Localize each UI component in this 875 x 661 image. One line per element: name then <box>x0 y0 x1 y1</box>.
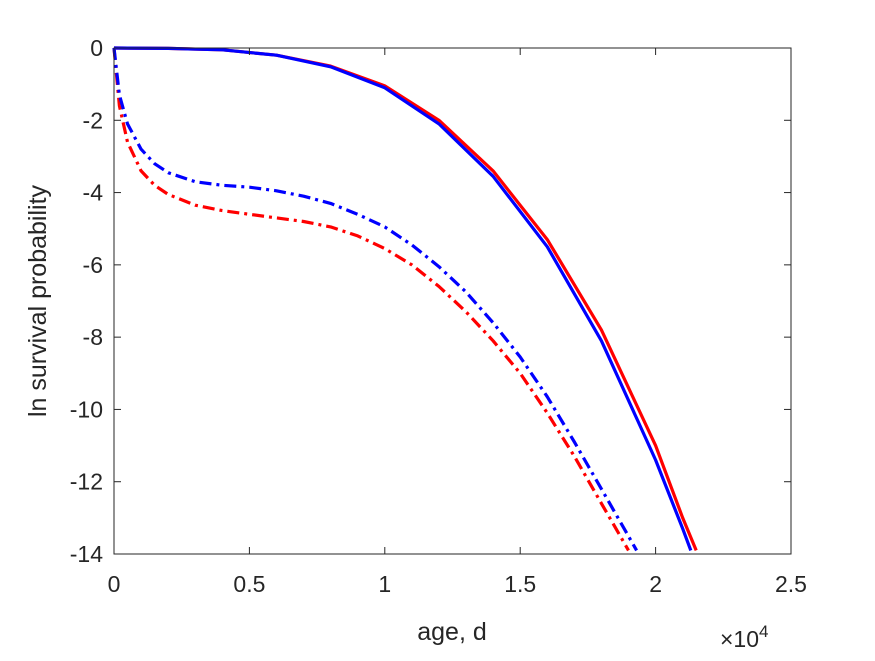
x-tick-label-4: 1.5 <box>504 571 536 597</box>
x-tick-label-3: 1 <box>378 571 391 597</box>
x-tick-label-1: 0 <box>108 571 121 597</box>
y-tick-label-4: -6 <box>83 252 103 278</box>
y-tick-label-3: -4 <box>83 180 104 206</box>
y-tick-label-6: -10 <box>70 396 103 422</box>
y-tick-label-2: -2 <box>83 107 103 133</box>
series-line-4 <box>112 47 638 552</box>
y-tick-label-8: -14 <box>70 541 103 567</box>
x-axis-label: age, d <box>417 618 487 646</box>
plot-background <box>114 48 791 554</box>
x-axis-exponent-power: 4 <box>759 622 768 641</box>
y-tick-label-5: -8 <box>83 324 103 350</box>
x-axis-exponent-base: ×10 <box>720 626 759 652</box>
x-tick-label-5: 2 <box>649 571 662 597</box>
plot-frame <box>113 47 792 555</box>
tick-layer: 0 0.5 1 1.5 2 2.5 0 -2 -4 -6 -8 -10 -12 -14 <box>70 35 807 597</box>
x-axis-exponent: ×104 <box>720 622 768 652</box>
x-tick-label-2: 0.5 <box>233 571 265 597</box>
x-tick-label-6: 2.5 <box>775 571 807 597</box>
y-tick-label-7: -12 <box>70 469 103 495</box>
y-axis-label: ln survival probability <box>24 184 52 417</box>
series-line-2 <box>113 46 693 551</box>
y-tick-label-1: 0 <box>90 35 103 61</box>
series-layer <box>112 46 698 552</box>
series-line-3 <box>112 47 630 552</box>
